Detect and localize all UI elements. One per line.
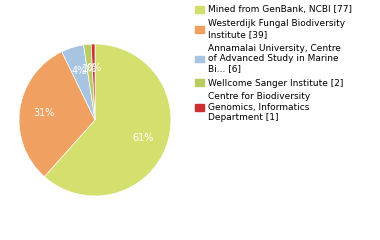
Wedge shape [19, 52, 95, 177]
Wedge shape [84, 44, 95, 120]
Text: 1%: 1% [82, 64, 97, 74]
Text: 4%: 4% [72, 66, 87, 76]
Wedge shape [62, 45, 95, 120]
Text: 61%: 61% [133, 133, 154, 144]
Text: 31%: 31% [33, 108, 54, 118]
Legend: Mined from GenBank, NCBI [77], Westerdijk Fungal Biodiversity
Institute [39], An: Mined from GenBank, NCBI [77], Westerdij… [195, 5, 353, 123]
Text: 0%: 0% [86, 63, 101, 73]
Wedge shape [91, 44, 95, 120]
Wedge shape [44, 44, 171, 196]
